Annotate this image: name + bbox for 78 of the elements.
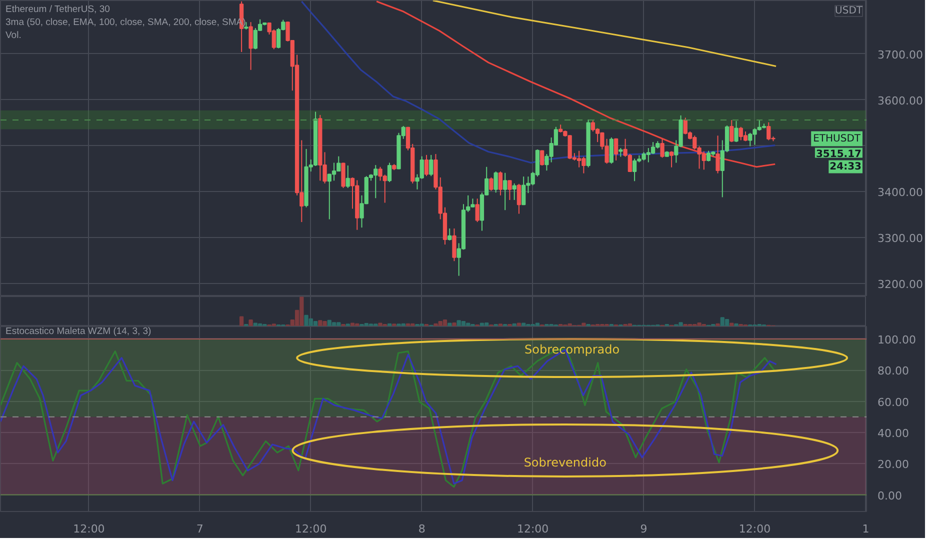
candlestick <box>494 170 498 194</box>
candlestick <box>424 154 429 177</box>
x-tick-label: 7 <box>196 522 204 536</box>
y-tick-label: 20.00 <box>878 458 909 472</box>
candlestick <box>475 198 480 223</box>
candlestick <box>706 150 711 162</box>
bar <box>248 320 253 326</box>
candlestick <box>669 150 674 168</box>
candlestick <box>429 154 434 177</box>
bar <box>734 323 738 326</box>
bar <box>332 322 336 326</box>
bar <box>452 322 456 326</box>
candlestick <box>730 120 734 143</box>
x-tick-label: 8 <box>418 522 426 536</box>
y-tick-label: 3300.00 <box>878 232 923 246</box>
bar <box>730 322 734 326</box>
candlestick <box>743 130 748 142</box>
annotation: Sobrecomprado <box>524 342 620 357</box>
candlestick <box>650 142 656 155</box>
annotation: 3515.17 <box>816 148 862 160</box>
y-axis-title: USDT <box>835 6 864 16</box>
bar <box>448 322 452 326</box>
y-tick-label: 3700.00 <box>878 48 923 62</box>
y-tick-label: 0.00 <box>878 489 902 502</box>
chart-title: Estocastico Maleta WZM (14, 3, 3) <box>6 326 152 337</box>
bar <box>258 323 262 326</box>
candlestick <box>489 176 494 192</box>
y-tick-label: 3600.00 <box>878 94 923 108</box>
bar <box>313 321 318 326</box>
bar <box>516 322 522 326</box>
candlestick <box>448 228 452 241</box>
y-tick-label: 3200.00 <box>878 278 923 292</box>
candlestick <box>452 228 456 262</box>
y-tick-label: 40.00 <box>878 426 909 440</box>
x-tick-label: 12:00 <box>738 522 771 536</box>
x-tick-label: 12:00 <box>73 522 105 536</box>
candlestick <box>248 22 253 70</box>
candlestick <box>346 165 350 189</box>
candlestick <box>512 182 516 200</box>
x-tick-label: 9 <box>640 522 648 536</box>
bar <box>480 322 484 326</box>
annotation: ETHUSDT <box>813 133 862 144</box>
bar <box>406 323 410 326</box>
candlestick <box>734 120 738 143</box>
bar <box>239 316 244 326</box>
bar <box>512 323 516 326</box>
candlestick <box>503 172 508 211</box>
candlestick <box>540 150 544 166</box>
x-tick-label: 1 <box>862 522 870 536</box>
candlestick <box>498 170 503 196</box>
candlestick <box>660 138 664 158</box>
x-tick-label: 12:00 <box>516 522 549 536</box>
bar <box>724 318 730 326</box>
candlestick <box>332 162 336 182</box>
annotation: 24:33 <box>830 161 862 172</box>
annotation: Sobrevendido <box>524 455 606 470</box>
bar <box>461 321 466 326</box>
candlestick <box>632 158 637 182</box>
candlestick <box>590 119 596 132</box>
bar <box>387 323 392 326</box>
y-tick-label: 100.00 <box>878 333 916 346</box>
bar <box>442 320 448 326</box>
candlestick <box>516 183 522 214</box>
y-tick-label: 80.00 <box>878 364 909 378</box>
annotation: Vol. <box>6 30 22 41</box>
candlestick <box>387 162 392 183</box>
bar <box>716 323 720 326</box>
bar <box>535 322 540 326</box>
bar <box>350 322 355 326</box>
candlestick <box>609 136 614 164</box>
candlestick <box>716 135 720 174</box>
candlestick <box>341 162 346 189</box>
chart-title: Ethereum / TetherUS, 30 <box>6 4 110 15</box>
candlestick <box>508 180 512 200</box>
x-tick-label: 12:00 <box>295 522 327 536</box>
y-tick-label: 60.00 <box>878 396 909 409</box>
candlestick <box>614 138 618 161</box>
y-tick-label: 3400.00 <box>878 186 923 200</box>
